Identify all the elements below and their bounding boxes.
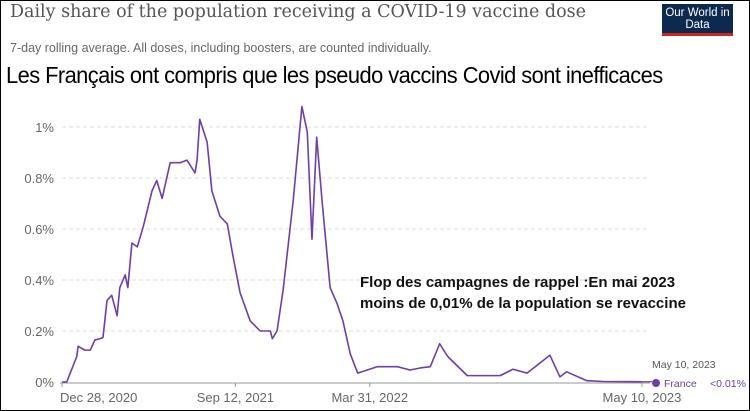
owid-logo[interactable]: Our World in Data xyxy=(662,4,733,36)
x-tick-label: May 10, 2023 xyxy=(603,390,682,405)
y-tick-label: 0.8% xyxy=(24,171,54,186)
y-tick-label: 0.6% xyxy=(24,222,54,237)
y-tick-label: 1% xyxy=(35,120,54,135)
y-tick-label: 0% xyxy=(35,375,54,390)
annotation-overlay: Flop des campagnes de rappel :En mai 202… xyxy=(360,272,686,314)
y-tick-label: 0.2% xyxy=(24,324,54,339)
chart-subtitle: 7-day rolling average. All doses, includ… xyxy=(10,41,432,55)
x-tick-label: Sep 12, 2021 xyxy=(197,390,274,405)
legend-value-france: <0.01% xyxy=(710,378,746,390)
legend-label-france: France xyxy=(664,378,697,390)
series-end-dot xyxy=(652,379,660,387)
x-tick-label: Mar 31, 2022 xyxy=(331,390,408,405)
x-tick-label: Dec 28, 2020 xyxy=(60,390,137,405)
headline-overlay: Les Français ont compris que les pseudo … xyxy=(6,62,663,88)
logo-text: Our World in Data xyxy=(665,7,730,31)
series-line-france xyxy=(62,105,642,383)
chart-title: Daily share of the population receiving … xyxy=(10,2,586,22)
y-tick-label: 0.4% xyxy=(24,273,54,288)
annotation-line-2: moins de 0,01% de la population se revac… xyxy=(360,295,686,312)
end-date-label: May 10, 2023 xyxy=(652,359,716,371)
annotation-line-1: Flop des campagnes de rappel :En mai 202… xyxy=(360,274,676,291)
